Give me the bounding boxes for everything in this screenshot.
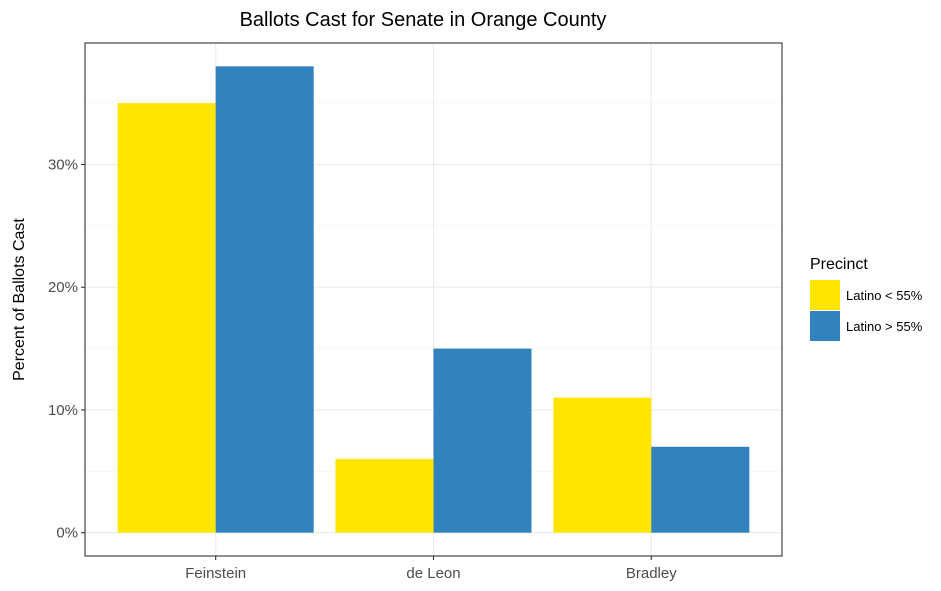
legend-key	[810, 311, 840, 341]
y-axis: 0% 10% 20% 30%	[48, 157, 85, 542]
y-tick-label: 0%	[56, 525, 78, 542]
legend-key	[810, 280, 840, 310]
legend: Precinct Latino < 55% Latino > 55%	[810, 256, 923, 341]
y-tick-label: 10%	[48, 402, 78, 419]
bars	[117, 66, 750, 533]
bar	[553, 397, 652, 533]
x-tick-label: de Leon	[406, 565, 460, 582]
x-axis: Feinstein de Leon Bradley	[185, 556, 677, 582]
bar	[433, 348, 532, 533]
y-tick-label: 30%	[48, 157, 78, 174]
legend-label: Latino > 55%	[846, 319, 923, 334]
legend-label: Latino < 55%	[846, 288, 923, 303]
bar	[335, 459, 434, 533]
bar	[215, 66, 314, 533]
chart-title: Ballots Cast for Senate in Orange County	[240, 9, 607, 31]
y-axis-title: Percent of Ballots Cast	[11, 218, 28, 381]
x-tick-label: Bradley	[626, 565, 677, 582]
bar	[651, 446, 750, 533]
y-tick-label: 20%	[48, 279, 78, 296]
bar	[117, 103, 216, 533]
legend-title: Precinct	[810, 256, 868, 273]
x-tick-label: Feinstein	[185, 565, 246, 582]
